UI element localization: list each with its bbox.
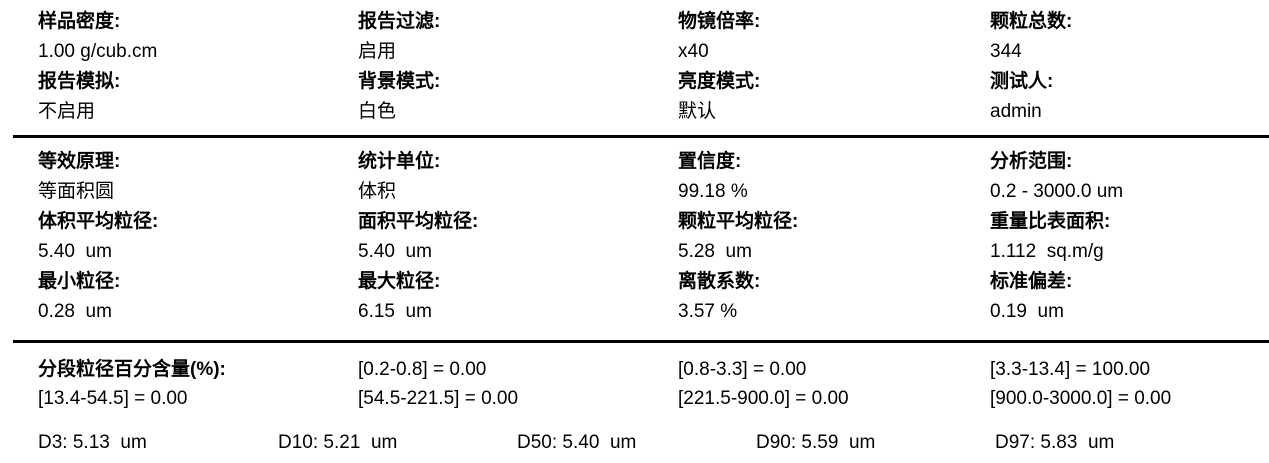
field-value: 1.00 g/cub.cm bbox=[38, 41, 158, 62]
field-value: 5.40 um bbox=[358, 241, 432, 262]
field-value: 99.18 % bbox=[678, 181, 748, 202]
fraction-cell-0.2-0.8: [0.2-0.8] = 0.00 bbox=[358, 359, 487, 380]
field-value: 不启用 bbox=[38, 101, 96, 122]
field-area-mean-diameter: 面积平均粒径: 5.40 um bbox=[358, 207, 678, 267]
field-label: 样品密度: bbox=[38, 11, 121, 32]
analysis-results-section: 等效原理: 等面积圆 统计单位: 体积 置信度: 99.18 % 分析范围: 0… bbox=[0, 138, 1269, 327]
field-confidence: 置信度: 99.18 % bbox=[678, 147, 990, 207]
field-label: 离散系数: bbox=[678, 271, 761, 292]
size-distribution-section: 分段粒径百分含量(%): [0.2-0.8] = 0.00 [0.8-3.3] … bbox=[0, 343, 1269, 454]
percentile-d90: D90: 5.59 um bbox=[756, 432, 876, 453]
field-min-diameter: 最小粒径: 0.28 um bbox=[38, 267, 358, 327]
field-dispersion-coefficient: 离散系数: 3.57 % bbox=[678, 267, 990, 327]
field-label: 亮度模式: bbox=[678, 71, 761, 92]
percentile-d50: D50: 5.40 um bbox=[517, 432, 637, 453]
field-value: 0.28 um bbox=[38, 301, 112, 322]
field-volume-mean-diameter: 体积平均粒径: 5.40 um bbox=[38, 207, 358, 267]
field-label: 分析范围: bbox=[990, 151, 1073, 172]
percentile-row: D3: 5.13 um D10: 5.21 um D50: 5.40 um D9… bbox=[0, 432, 1269, 454]
field-value: 等面积圆 bbox=[38, 181, 115, 202]
field-report-simulation: 报告模拟: 不启用 bbox=[38, 67, 358, 127]
field-label: 物镜倍率: bbox=[678, 11, 761, 32]
field-label: 面积平均粒径: bbox=[358, 211, 479, 232]
field-label: 标准偏差: bbox=[990, 271, 1073, 292]
sample-info-section: 样品密度: 1.00 g/cub.cm 报告过滤: 启用 物镜倍率: x40 颗… bbox=[0, 0, 1269, 127]
field-label: 统计单位: bbox=[358, 151, 441, 172]
fraction-cell-221.5-900.0: [221.5-900.0] = 0.00 bbox=[678, 388, 849, 409]
field-particle-mean-diameter: 颗粒平均粒径: 5.28 um bbox=[678, 207, 990, 267]
field-label: 报告模拟: bbox=[38, 71, 121, 92]
field-label: 最大粒径: bbox=[358, 271, 441, 292]
field-max-diameter: 最大粒径: 6.15 um bbox=[358, 267, 678, 327]
field-background-mode: 背景模式: 白色 bbox=[358, 67, 678, 127]
field-particle-count: 颗粒总数: 344 bbox=[990, 7, 1269, 67]
fraction-cell-13.4-54.5: [13.4-54.5] = 0.00 bbox=[38, 388, 188, 409]
field-standard-deviation: 标准偏差: 0.19 um bbox=[990, 267, 1269, 327]
field-value: 体积 bbox=[358, 181, 397, 202]
field-statistic-unit: 统计单位: 体积 bbox=[358, 147, 678, 207]
field-value: x40 bbox=[678, 41, 709, 62]
field-label: 体积平均粒径: bbox=[38, 211, 159, 232]
section-divider-bottom bbox=[13, 340, 1269, 343]
field-equivalence-principle: 等效原理: 等面积圆 bbox=[38, 147, 358, 207]
field-value: 白色 bbox=[358, 101, 397, 122]
field-label: 置信度: bbox=[678, 151, 742, 172]
field-value: 6.15 um bbox=[358, 301, 432, 322]
field-brightness-mode: 亮度模式: 默认 bbox=[678, 67, 990, 127]
field-value: 5.28 um bbox=[678, 241, 752, 262]
field-label: 报告过滤: bbox=[358, 11, 441, 32]
field-label: 颗粒平均粒径: bbox=[678, 211, 799, 232]
field-value: 3.57 % bbox=[678, 301, 738, 322]
fraction-row-2: [13.4-54.5] = 0.00 [54.5-221.5] = 0.00 [… bbox=[0, 384, 1269, 413]
field-value: 5.40 um bbox=[38, 241, 112, 262]
field-label: 重量比表面积: bbox=[990, 211, 1111, 232]
field-tester: 测试人: admin bbox=[990, 67, 1269, 127]
field-analysis-range: 分析范围: 0.2 - 3000.0 um bbox=[990, 147, 1269, 207]
fraction-row-1: 分段粒径百分含量(%): [0.2-0.8] = 0.00 [0.8-3.3] … bbox=[0, 355, 1269, 384]
percentile-d97: D97: 5.83 um bbox=[995, 432, 1115, 453]
field-label: 等效原理: bbox=[38, 151, 121, 172]
section-divider-top bbox=[13, 135, 1269, 138]
fraction-cell-900.0-3000.0: [900.0-3000.0] = 0.00 bbox=[990, 388, 1172, 409]
field-sample-density: 样品密度: 1.00 g/cub.cm bbox=[38, 7, 358, 67]
fraction-cell-0.8-3.3: [0.8-3.3] = 0.00 bbox=[678, 359, 807, 380]
field-value: 0.2 - 3000.0 um bbox=[990, 181, 1124, 202]
field-label: 测试人: bbox=[990, 71, 1054, 92]
field-specific-surface-area: 重量比表面积: 1.112 sq.m/g bbox=[990, 207, 1269, 267]
field-value: 默认 bbox=[678, 101, 717, 122]
fraction-cell-54.5-221.5: [54.5-221.5] = 0.00 bbox=[358, 388, 519, 409]
percentile-d3: D3: 5.13 um bbox=[38, 432, 147, 453]
field-value: 启用 bbox=[358, 41, 397, 62]
field-label: 最小粒径: bbox=[38, 271, 121, 292]
field-report-filter: 报告过滤: 启用 bbox=[358, 7, 678, 67]
field-label: 背景模式: bbox=[358, 71, 441, 92]
fraction-title: 分段粒径百分含量(%): bbox=[38, 359, 226, 380]
field-value: 0.19 um bbox=[990, 301, 1064, 322]
field-value: admin bbox=[990, 101, 1042, 122]
field-value: 344 bbox=[990, 41, 1022, 62]
percentile-d10: D10: 5.21 um bbox=[278, 432, 398, 453]
field-objective-magnification: 物镜倍率: x40 bbox=[678, 7, 990, 67]
field-value: 1.112 sq.m/g bbox=[990, 241, 1104, 262]
fraction-cell-3.3-13.4: [3.3-13.4] = 100.00 bbox=[990, 359, 1151, 380]
field-label: 颗粒总数: bbox=[990, 11, 1073, 32]
